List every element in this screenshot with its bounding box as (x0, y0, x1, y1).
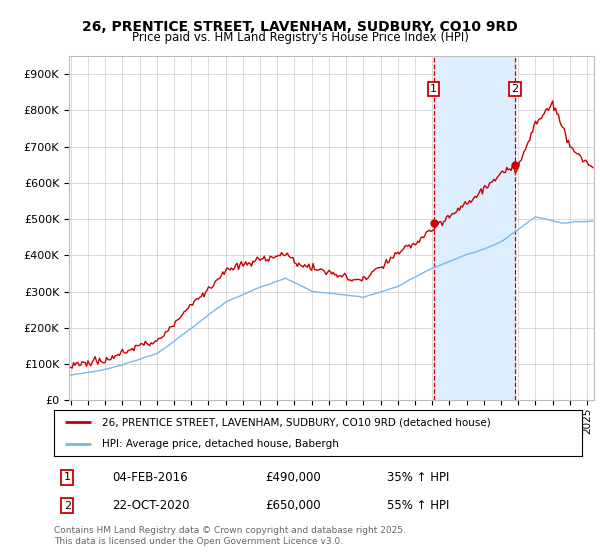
Text: 26, PRENTICE STREET, LAVENHAM, SUDBURY, CO10 9RD: 26, PRENTICE STREET, LAVENHAM, SUDBURY, … (82, 20, 518, 34)
Text: 2: 2 (511, 83, 518, 94)
Text: Contains HM Land Registry data © Crown copyright and database right 2025.
This d: Contains HM Land Registry data © Crown c… (54, 526, 406, 546)
Text: 35% ↑ HPI: 35% ↑ HPI (386, 471, 449, 484)
Text: 2: 2 (64, 501, 71, 511)
Text: 26, PRENTICE STREET, LAVENHAM, SUDBURY, CO10 9RD (detached house): 26, PRENTICE STREET, LAVENHAM, SUDBURY, … (101, 417, 490, 427)
Text: 04-FEB-2016: 04-FEB-2016 (112, 471, 188, 484)
Text: Price paid vs. HM Land Registry's House Price Index (HPI): Price paid vs. HM Land Registry's House … (131, 31, 469, 44)
Text: £650,000: £650,000 (265, 499, 321, 512)
Text: £490,000: £490,000 (265, 471, 321, 484)
Text: 22-OCT-2020: 22-OCT-2020 (112, 499, 190, 512)
Bar (434, 56, 515, 400)
Text: 1: 1 (430, 83, 437, 94)
Text: HPI: Average price, detached house, Babergh: HPI: Average price, detached house, Babe… (101, 440, 338, 450)
Text: 55% ↑ HPI: 55% ↑ HPI (386, 499, 449, 512)
Text: 1: 1 (64, 472, 71, 482)
